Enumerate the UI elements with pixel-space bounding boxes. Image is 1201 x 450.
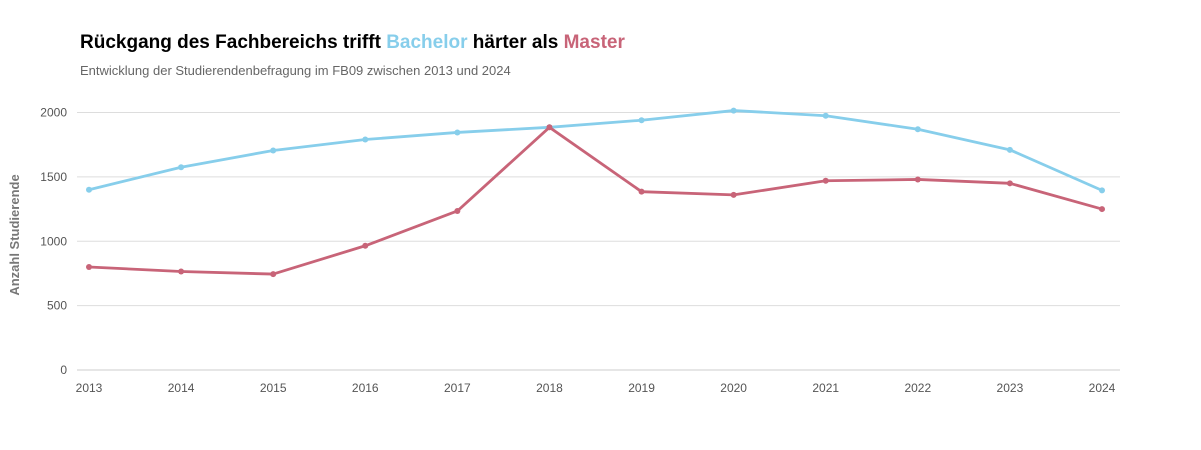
data-point-master (362, 242, 369, 249)
data-point-master (1099, 206, 1105, 213)
x-tick-label: 2017 (444, 381, 471, 395)
data-point-bachelor (822, 112, 829, 119)
data-point-master (546, 124, 553, 131)
x-tick-label: 2014 (168, 381, 195, 395)
data-point-master (270, 271, 277, 278)
data-point-master (914, 176, 921, 183)
y-tick-label: 2000 (40, 106, 67, 120)
title-part-1: Rückgang des Fachbereichs trifft (80, 32, 387, 53)
data-point-bachelor (86, 186, 92, 193)
series-line-master (88, 125, 1103, 276)
data-point-master (86, 264, 92, 270)
y-tick-label: 1500 (40, 170, 67, 184)
x-tick-label: 2019 (628, 381, 655, 395)
data-point-bachelor (914, 126, 921, 133)
x-tick-label: 2016 (352, 381, 379, 395)
x-tick-label: 2018 (536, 381, 563, 395)
title-highlight-master: Master (563, 32, 625, 53)
y-axis-ticks: 0 500 1000 1500 2000 (40, 106, 67, 378)
x-tick-label: 2015 (260, 381, 287, 395)
data-point-bachelor (1099, 187, 1105, 194)
grid-lines (77, 112, 1120, 371)
title-part-2: härter als (467, 32, 564, 53)
data-point-master (1006, 180, 1013, 187)
chart-title: Rückgang des Fachbereichs trifft Bachelo… (80, 32, 625, 54)
y-tick-label: 500 (47, 299, 67, 313)
x-tick-label: 2022 (904, 381, 931, 395)
data-point-bachelor (730, 107, 737, 114)
x-tick-label: 2020 (720, 381, 747, 395)
series-line-bachelor (88, 109, 1103, 192)
series-group (86, 107, 1105, 278)
y-tick-label: 1000 (40, 234, 67, 248)
data-point-bachelor (362, 136, 369, 143)
data-point-bachelor (178, 164, 185, 171)
chart-subtitle: Entwicklung der Studierendenbefragung im… (80, 63, 511, 78)
data-point-master (638, 188, 645, 195)
x-tick-label: 2021 (812, 381, 839, 395)
y-tick-label: 0 (60, 363, 67, 377)
data-point-bachelor (1006, 146, 1013, 153)
data-point-master (822, 177, 829, 184)
x-tick-label: 2024 (1089, 381, 1116, 395)
data-point-master (454, 207, 461, 214)
title-highlight-bachelor: Bachelor (386, 32, 468, 53)
x-axis-ticks: 2013 2014 2015 2016 2017 2018 2019 2020 2021 2022… (76, 381, 1116, 395)
x-tick-label: 2013 (76, 381, 103, 395)
data-point-bachelor (638, 117, 645, 124)
data-point-master (730, 191, 737, 198)
y-axis-label: Anzahl Studierende (7, 174, 22, 295)
data-point-master (178, 268, 185, 275)
data-point-bachelor (270, 147, 277, 154)
x-tick-label: 2023 (997, 381, 1024, 395)
data-point-bachelor (454, 129, 461, 136)
